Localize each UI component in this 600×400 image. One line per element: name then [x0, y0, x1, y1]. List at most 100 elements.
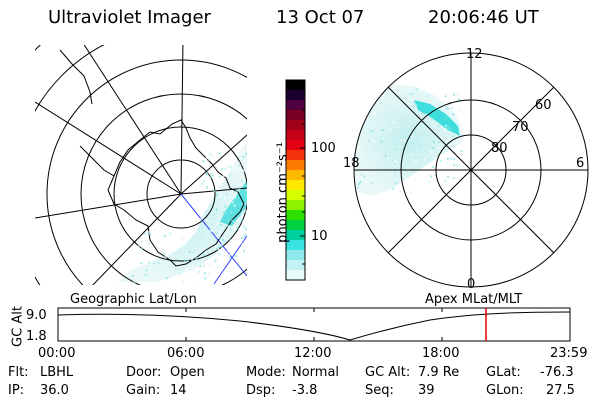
emission-pixel — [209, 221, 212, 223]
emission-pixel — [228, 256, 231, 259]
glon-label: GLon: — [486, 383, 524, 398]
emission-pixel — [358, 101, 360, 104]
instrument-title: Ultraviolet Imager — [48, 7, 211, 28]
emission-pixel — [216, 194, 219, 197]
emission-pixel — [228, 161, 231, 163]
geo-meridians — [35, 45, 247, 285]
altitude-ytick-9: 9.0 — [26, 308, 47, 323]
emission-pixel — [199, 265, 202, 268]
emission-pixel — [450, 157, 453, 160]
emission-pixel — [229, 251, 232, 254]
emission-pixel — [439, 147, 442, 150]
emission-pixel — [457, 109, 460, 112]
emission-pixel — [224, 211, 227, 214]
emission-pixel — [245, 189, 247, 192]
emission-pixel — [211, 174, 214, 177]
emission-pixel — [242, 244, 245, 247]
emission-pixel — [365, 99, 368, 102]
emission-pixel — [209, 176, 212, 179]
emission-pixel — [237, 222, 240, 225]
colorbar-band — [286, 250, 305, 261]
colorbar-band — [286, 260, 305, 271]
mlt-label-18: 18 — [343, 156, 360, 171]
emission-pixel — [213, 190, 216, 193]
emission-pixel — [369, 129, 372, 132]
emission-pixel — [229, 165, 232, 168]
emission-pixel — [223, 211, 226, 214]
gain-value: 14 — [170, 383, 187, 398]
emission-pixel — [209, 229, 212, 232]
colorbar-tick-10: 10 — [311, 229, 328, 244]
emission-pixel — [399, 145, 402, 148]
emission-pixel — [219, 160, 222, 162]
emission-pixel — [410, 139, 413, 141]
colorbar-band — [286, 130, 305, 141]
emission-pixel — [201, 165, 204, 167]
emission-pixel — [381, 187, 384, 190]
emission-pixel — [244, 210, 247, 213]
emission-pixel — [420, 121, 423, 124]
emission-pixel — [450, 163, 453, 166]
door-value: Open — [170, 365, 205, 380]
emission-pixel — [244, 234, 247, 237]
emission-pixel — [447, 106, 450, 109]
emission-pixel — [157, 274, 160, 277]
emission-pixel — [416, 160, 418, 163]
emission-pixel — [446, 130, 449, 133]
emission-pixel — [219, 231, 222, 234]
emission-pixel — [210, 173, 213, 175]
mlat-label-70: 70 — [512, 120, 529, 135]
emission-pixel — [450, 128, 453, 131]
emission-pixel — [455, 159, 458, 162]
glat-value: -76.3 — [540, 365, 574, 380]
emission-pixel — [180, 253, 183, 256]
emission-pixel — [386, 156, 389, 159]
emission-pixel — [219, 258, 222, 261]
emission-pixel — [394, 160, 397, 163]
emission-pixel — [211, 222, 214, 225]
emission-pixel — [240, 237, 243, 239]
emission-pixel — [194, 246, 197, 249]
polar-map — [353, 52, 589, 288]
emission-pixel — [412, 130, 415, 133]
emission-pixel — [238, 215, 241, 218]
emission-pixel — [157, 262, 160, 264]
emission-pixel — [134, 244, 137, 247]
emission-pixel — [361, 115, 364, 118]
seq-label: Seq: — [365, 383, 394, 398]
emission-pixel — [202, 160, 205, 163]
emission-pixel — [195, 258, 198, 261]
emission-pixel — [227, 165, 230, 168]
gcalt-value: 7.9 Re — [418, 365, 460, 380]
emission-pixel — [234, 221, 237, 224]
colorbar-band — [286, 90, 305, 101]
xtick-1800: 18:00 — [422, 346, 460, 361]
emission-pixel — [356, 110, 359, 113]
emission-pixel — [427, 172, 430, 175]
emission-pixel — [187, 252, 190, 255]
emission-pixel — [233, 204, 236, 207]
emission-pixel — [242, 170, 245, 173]
emission-pixel — [360, 173, 363, 176]
emission-pixel — [240, 255, 243, 258]
colorbar-band — [286, 140, 305, 151]
emission-pixel — [229, 239, 232, 242]
emission-pixel — [437, 141, 440, 144]
mlt-label-12: 12 — [466, 47, 483, 62]
emission-pixel — [219, 237, 222, 240]
dsp-label: Dsp: — [246, 383, 276, 398]
emission-pixel — [145, 269, 148, 272]
emission-pixel — [246, 158, 247, 161]
emission-pixel — [244, 203, 247, 205]
emission-pixel — [244, 255, 247, 257]
emission-pixel — [205, 159, 208, 162]
emission-pixel — [436, 173, 439, 176]
emission-pixel — [419, 143, 421, 146]
emission-pixel — [444, 179, 447, 182]
emission-pixel — [419, 89, 421, 92]
emission-pixel — [411, 135, 414, 138]
emission-pixel — [185, 267, 188, 270]
emission-pixel — [227, 250, 230, 253]
emission-pixel — [188, 251, 191, 253]
emission-pixel — [430, 117, 433, 120]
